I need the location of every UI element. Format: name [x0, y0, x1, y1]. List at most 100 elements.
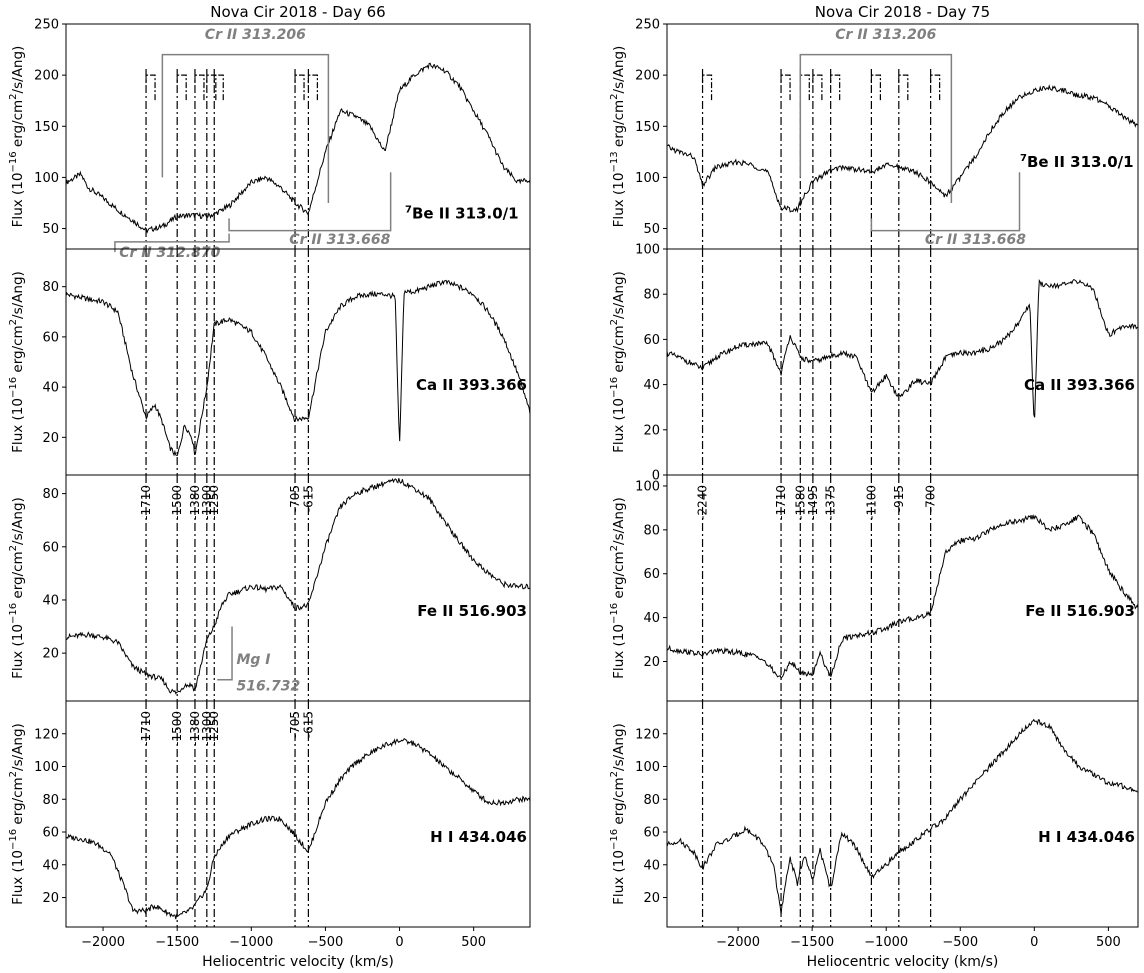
cr-label-lower: Cr II 313.668: [289, 232, 390, 248]
ion-label: H I 434.046: [1038, 828, 1135, 846]
y-tick-label: 120: [635, 727, 660, 742]
y-tick-label: 60: [643, 333, 660, 348]
spectrum-line: [667, 84, 1138, 214]
y-tick-label: 100: [635, 243, 660, 258]
y-tick-label: 50: [42, 222, 59, 237]
velocity-label: -615: [301, 711, 315, 738]
spectrum-line: [667, 718, 1138, 915]
x-tick-label: −500: [308, 935, 344, 950]
spectrum-line: [66, 62, 530, 234]
y-tick-label: 200: [34, 69, 59, 84]
y-tick-label: 80: [42, 793, 59, 808]
be-line-bracket: [812, 74, 823, 101]
y-tick-label: 40: [643, 858, 660, 873]
velocity-label: -2240: [696, 485, 710, 520]
velocity-label: -1500: [170, 485, 184, 520]
velocity-label: -1710: [139, 485, 153, 520]
y-tick-label: 250: [635, 18, 660, 33]
y-axis-label: Flux (10−16 erg/cm2/s/Ang): [609, 497, 627, 679]
chart-2: Nova Cir 2018 - Day 75 Cr II 313.206 Cr II…: [609, 3, 1139, 970]
be-line-bracket: [307, 74, 318, 101]
velocity-label: -705: [288, 711, 302, 738]
panel-2: 0 20 40 60 80 100 Flux (10−16 erg/cm2/s/Ang) Ca…: [609, 243, 1139, 484]
velocity-label: -1380: [188, 711, 202, 746]
y-tick-label: 40: [643, 378, 660, 393]
x-tick-label: −500: [942, 935, 978, 950]
be-line-bracket: [294, 74, 305, 101]
spectrum-line: [667, 279, 1138, 418]
cr-label-upper: Cr II 313.206: [835, 27, 936, 43]
y-tick-label: 100: [635, 479, 660, 494]
panel-3: -2240 -1710 -1580-1495 -1375 -1100 -915 -700 20…: [609, 474, 1139, 702]
velocity-label: -1250: [207, 485, 221, 520]
ion-label: Fe II 516.903: [1025, 602, 1135, 620]
y-tick-label: 60: [42, 330, 59, 345]
be-line-bracket: [799, 74, 810, 101]
mg-bracket: [217, 626, 233, 681]
velocity-label: -915: [892, 485, 906, 512]
cr-label-upper: Cr II 313.206: [205, 27, 306, 43]
ion-label: H I 434.046: [430, 828, 527, 846]
y-tick-label: 250: [34, 18, 59, 33]
panel-frame: [666, 700, 1139, 928]
be-line-bracket: [206, 74, 217, 101]
y-tick-label: 20: [643, 891, 660, 906]
ion-label: Ca II 393.366: [416, 376, 527, 394]
y-tick-label: 20: [643, 655, 660, 670]
panel-1: Cr II 313.206 Cr II 313.668 50 100 150 200 250…: [609, 18, 1139, 250]
y-tick-label: 60: [643, 567, 660, 582]
panel-4: -1710 -1500 -1380-1300-1250 -705 -615 20 40 60 8…: [8, 700, 531, 970]
y-tick-label: 80: [643, 793, 660, 808]
x-tick-label: −1000: [229, 935, 273, 950]
spectrum-line: [667, 513, 1138, 680]
x-tick-label: 500: [1096, 935, 1121, 950]
velocity-label: -705: [288, 485, 302, 512]
y-tick-label: 20: [42, 891, 59, 906]
spectrum-line: [66, 279, 530, 457]
x-tick-label: −1500: [790, 935, 834, 950]
y-tick-label: 20: [42, 431, 59, 446]
velocity-label: -1495: [806, 485, 820, 520]
be-line-bracket: [870, 74, 881, 101]
ion-label: 7Be II 313.0/1: [1020, 153, 1134, 171]
y-tick-label: 40: [42, 593, 59, 608]
y-axis-label: Flux (10−16 erg/cm2/s/Ang): [609, 723, 627, 905]
cr-label-lower: Cr II 313.668: [925, 232, 1026, 248]
panel-frame: [666, 248, 1139, 476]
be-line-bracket: [701, 74, 713, 101]
x-tick-label: −2000: [716, 935, 760, 950]
y-tick-label: 40: [42, 858, 59, 873]
y-tick-label: 100: [34, 760, 59, 775]
y-axis-label: Flux (10−16 erg/cm2/s/Ang): [8, 271, 26, 453]
panel-frame: [666, 23, 1139, 250]
velocity-label: -1710: [139, 711, 153, 746]
be-line-bracket: [194, 74, 205, 101]
x-axis-label: Heliocentric velocity (km/s): [807, 954, 999, 970]
panel-frame: [65, 700, 531, 928]
x-tick-label: 0: [1030, 935, 1038, 950]
velocity-label: -1300: [200, 485, 214, 520]
ion-label: Fe II 516.903: [417, 602, 527, 620]
velocity-label: -1500: [170, 711, 184, 746]
ion-label: 7Be II 313.0/1: [405, 204, 519, 222]
y-tick-label: 80: [643, 288, 660, 303]
chart-title: Nova Cir 2018 - Day 75: [815, 3, 990, 21]
velocity-label: -700: [924, 485, 938, 512]
x-tick-label: −2000: [81, 935, 125, 950]
x-tick-label: −1000: [864, 935, 908, 950]
y-tick-label: 100: [635, 171, 660, 186]
panel-2: 20 40 60 80 Flux (10−16 erg/cm2/s/Ang) Ca II …: [8, 248, 531, 476]
y-tick-label: 20: [643, 423, 660, 438]
velocity-label: -1100: [864, 485, 878, 520]
panel-3: -1710 -1500 -1380-1300-1250 -705 -615 Mg I 516…: [8, 474, 531, 702]
y-tick-label: 40: [42, 381, 59, 396]
cr-bracket-upper: [161, 53, 330, 203]
velocity-label: -1300: [200, 711, 214, 746]
y-tick-label: 120: [34, 727, 59, 742]
be-line-bracket: [176, 74, 187, 101]
y-axis-label: Flux (10−16 erg/cm2/s/Ang): [8, 723, 26, 905]
y-tick-label: 60: [643, 826, 660, 841]
y-tick-label: 80: [42, 487, 59, 502]
y-axis-label: Flux (10−16 erg/cm2/s/Ang): [8, 497, 26, 679]
